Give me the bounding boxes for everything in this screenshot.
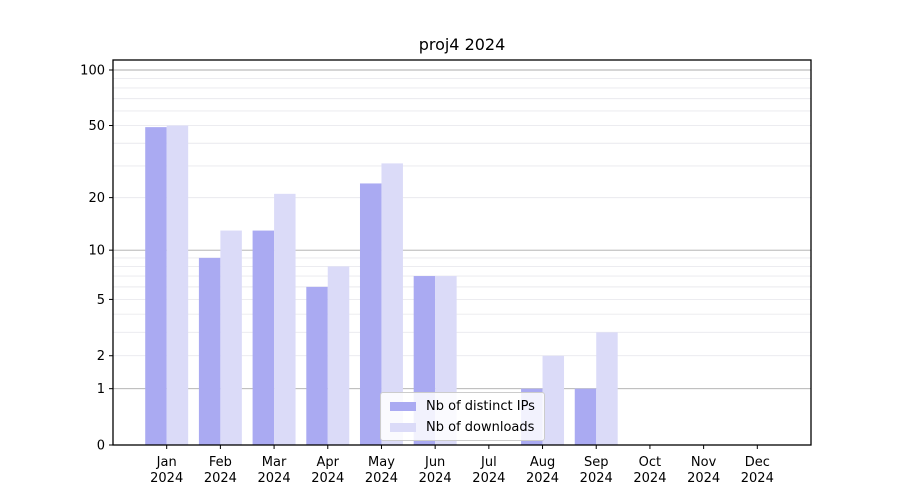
x-tick-label-year: 2024 (258, 471, 291, 486)
x-tick-label-month: Jan (156, 455, 177, 470)
x-tick-label-month: Aug (530, 455, 555, 470)
bar-distinct-ips-apr (306, 286, 328, 445)
x-tick-label-year: 2024 (311, 471, 344, 486)
bar-distinct-ips-mar (252, 230, 275, 445)
bar-downloads-may (381, 163, 403, 446)
bar-downloads-jan (166, 125, 189, 446)
x-tick-label-month: May (368, 455, 395, 470)
bar-downloads-sep (596, 332, 618, 445)
legend-entry-downloads: Nb of downloads (390, 419, 535, 435)
bar-downloads-aug (542, 355, 565, 445)
x-tick-label-year: 2024 (633, 471, 666, 486)
x-tick-label-year: 2024 (741, 471, 774, 486)
x-tick-label-year: 2024 (365, 471, 398, 486)
x-tick-label-month: Jun (424, 455, 445, 470)
axes-border (112, 59, 812, 446)
x-tick-label-month: Dec (745, 455, 770, 470)
bar-downloads-apr (327, 266, 350, 445)
bar-distinct-ips-feb (198, 257, 221, 445)
bar-distinct-ips-jan (145, 127, 167, 445)
x-tick-label-year: 2024 (526, 471, 559, 486)
x-tick-label-month: Mar (262, 455, 287, 470)
bar-distinct-ips-sep (574, 388, 597, 445)
y-tick-label: 2 (97, 349, 105, 364)
x-tick-label-month: Sep (584, 455, 609, 470)
legend-swatch-downloads (390, 422, 416, 432)
y-tick-label: 50 (88, 119, 105, 134)
bar-downloads-mar (274, 193, 296, 445)
legend-label-distinct-ips: Nb of distinct IPs (426, 398, 535, 414)
x-tick-label-year: 2024 (419, 471, 452, 486)
y-tick-label: 5 (97, 293, 105, 308)
x-tick-label-year: 2024 (580, 471, 613, 486)
legend-label-downloads: Nb of downloads (426, 419, 535, 435)
chart-title: proj4 2024 (418, 35, 506, 54)
x-tick-label-month: Oct (639, 455, 661, 470)
legend-entry-distinct-ips: Nb of distinct IPs (390, 398, 535, 414)
legend: Nb of distinct IPs Nb of downloads (380, 392, 545, 441)
y-tick-label: 100 (80, 64, 105, 79)
x-tick-label-year: 2024 (687, 471, 720, 486)
y-tick-label: 10 (88, 244, 105, 259)
x-tick-label-year: 2024 (204, 471, 237, 486)
y-tick-label: 0 (97, 439, 105, 454)
y-tick-label: 1 (97, 382, 105, 397)
x-tick-label-month: Feb (209, 455, 232, 470)
legend-swatch-distinct-ips (390, 401, 416, 411)
x-tick-label-month: Jul (480, 455, 497, 470)
x-tick-label-month: Apr (317, 455, 340, 470)
x-tick-label-year: 2024 (472, 471, 505, 486)
bar-downloads-feb (220, 230, 242, 445)
y-tick-label: 20 (88, 191, 105, 206)
x-tick-label-month: Nov (691, 455, 717, 470)
bar-distinct-ips-may (359, 183, 382, 446)
x-tick-label-year: 2024 (150, 471, 183, 486)
